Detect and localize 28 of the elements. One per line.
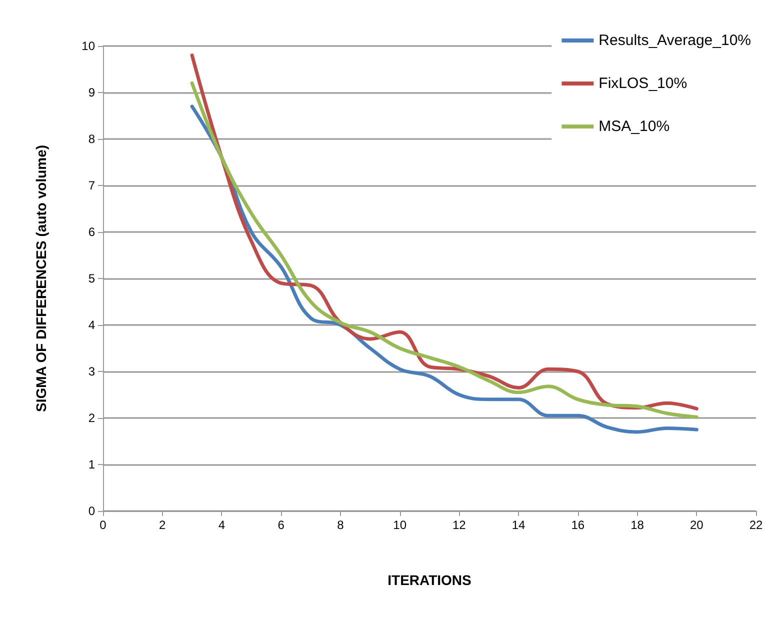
x-tick-label: 6 [278,518,285,532]
y-tick-label: 4 [88,318,96,332]
x-tick-label: 2 [159,518,166,532]
x-tick-label: 22 [749,518,763,532]
legend-label: FixLOS_10% [598,75,688,92]
y-tick-label: 0 [88,504,96,518]
y-tick-label: 10 [82,39,96,53]
legend-label: Results_Average_10% [598,32,752,49]
x-tick-label: 8 [337,518,344,532]
x-tick-label: 20 [690,518,704,532]
x-tick-label: 14 [512,518,526,532]
y-tick-label: 8 [88,132,96,146]
y-tick-label: 2 [88,411,96,425]
y-tick-label: 6 [88,225,96,239]
x-tick-label: 0 [100,518,107,532]
x-tick-label: 12 [452,518,466,532]
y-tick-label: 5 [88,272,96,286]
x-tick-label: 18 [630,518,644,532]
y-tick-label: 3 [88,364,96,378]
y-tick-label: 1 [88,458,96,472]
x-tick-label: 10 [393,518,407,532]
legend-label: MSA_10% [598,118,670,135]
y-tick-label: 9 [88,86,96,100]
y-axis-title: SIGMA OF DIFFERENCES (auto volume) [33,144,49,412]
x-tick-label: 16 [571,518,585,532]
x-tick-label: 4 [218,518,226,532]
y-tick-label: 7 [88,178,96,192]
x-axis-title: ITERATIONS [388,572,472,588]
